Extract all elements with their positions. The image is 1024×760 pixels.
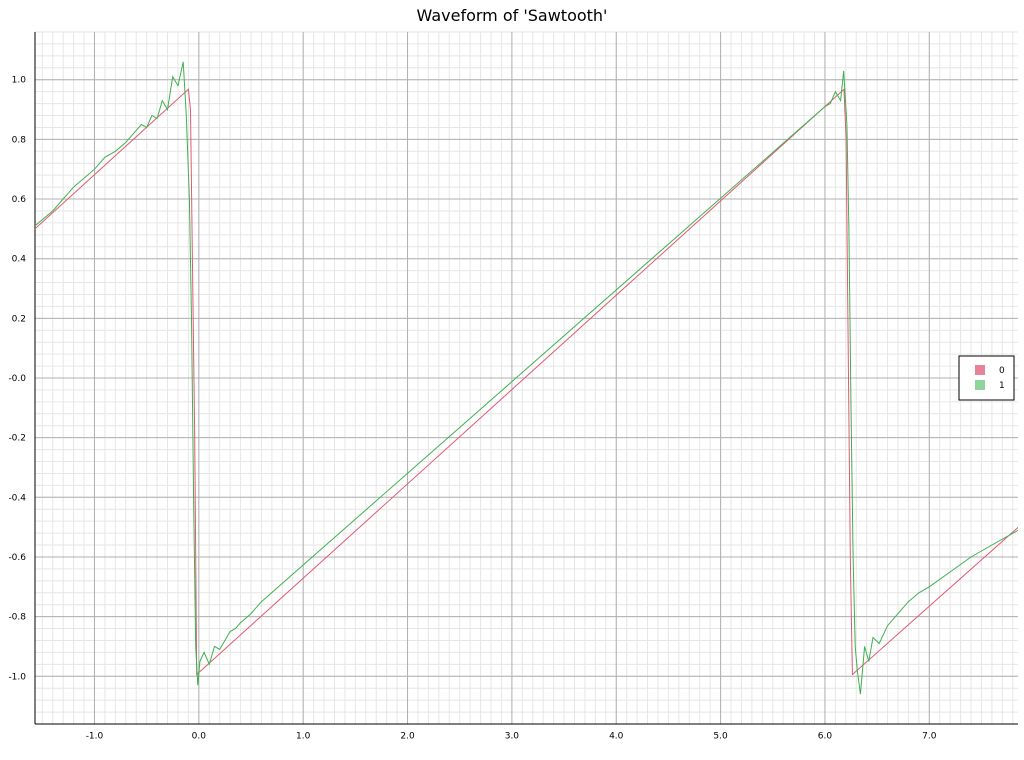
y-tick-label: -0.0 [8, 374, 26, 384]
legend-box [958, 355, 1015, 401]
y-tick-label: 1.0 [12, 76, 27, 86]
y-tick-label: 0.2 [12, 314, 26, 324]
x-tick-label: 2.0 [400, 732, 415, 742]
legend-swatch-0 [975, 365, 985, 375]
x-tick-label: 6.0 [818, 732, 833, 742]
series-line-0 [35, 88, 1018, 676]
x-tick-label: 0.0 [192, 732, 207, 742]
x-tick-label: 3.0 [505, 732, 520, 742]
x-tick-label: 4.0 [609, 732, 624, 742]
x-tick-label: -1.0 [86, 732, 104, 742]
legend-label-0: 0 [999, 366, 1005, 376]
y-tick-label: -0.2 [8, 434, 26, 444]
x-tick-label: 1.0 [296, 732, 311, 742]
x-tick-label: 5.0 [713, 732, 728, 742]
legend-label-1: 1 [999, 381, 1005, 391]
y-tick-label: 0.4 [12, 255, 27, 265]
y-tick-label: -0.6 [8, 553, 26, 563]
x-tick-label: 7.0 [922, 732, 937, 742]
y-tick-label: 0.8 [12, 135, 27, 145]
legend-swatch-1 [975, 380, 985, 390]
series-line-1 [35, 61, 1018, 695]
y-tick-label: -0.8 [8, 613, 26, 623]
y-tick-label: -1.0 [8, 672, 26, 682]
y-tick-label: 0.6 [12, 195, 27, 205]
chart-title: Waveform of 'Sawtooth' [416, 6, 608, 25]
y-tick-label: -0.4 [8, 493, 26, 503]
